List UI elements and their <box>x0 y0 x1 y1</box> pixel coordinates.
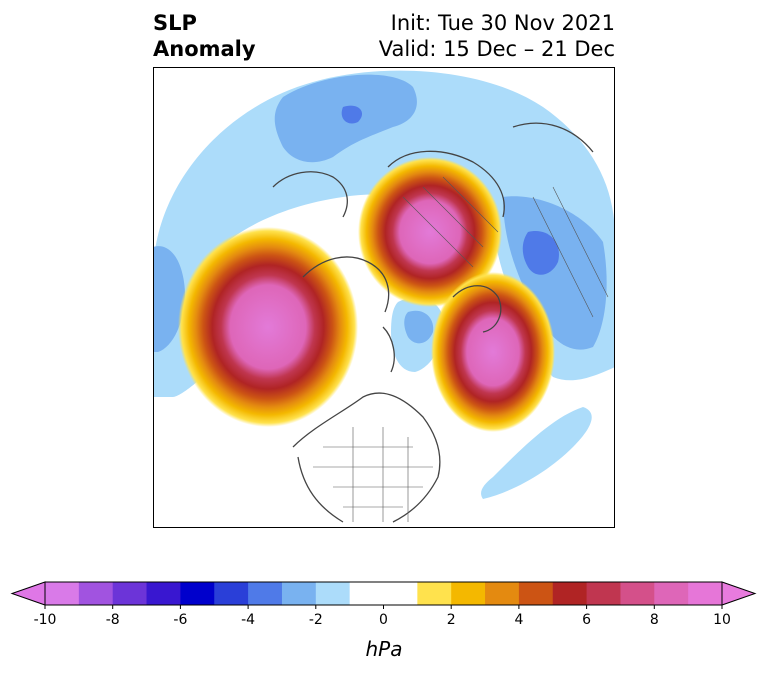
colorbar-tick-label: 6 <box>582 612 591 628</box>
colorbar-bin <box>688 582 723 605</box>
colorbar-tick-label: -6 <box>173 612 187 628</box>
colorbar-bin <box>248 582 283 605</box>
colorbar-bin <box>281 582 317 605</box>
colorbar-ticks: -10 -8 -6 -4 -2 0 2 4 6 8 10 <box>34 605 731 628</box>
colorbar-bin <box>214 582 249 605</box>
colorbar-tick-label: -8 <box>106 612 120 628</box>
field-label: Anomaly <box>153 37 256 61</box>
variable-label: SLP <box>153 11 197 35</box>
colorbar-bin <box>518 582 554 605</box>
init-label: Init: Tue 30 Nov 2021 <box>390 11 615 35</box>
colorbar-bin <box>45 582 80 605</box>
colorbar-bin <box>485 582 520 605</box>
colorbar-unit: hPa <box>366 637 403 661</box>
colorbar-extend-low <box>10 581 46 606</box>
colorbar-tick-label: 10 <box>713 612 731 628</box>
colorbar: -10 -8 -6 -4 -2 0 2 4 6 8 10 hPa <box>10 581 757 661</box>
colorbar-tick-label: -10 <box>34 612 57 628</box>
colorbar-tick-label: -4 <box>241 612 255 628</box>
colorbar-tick-label: 8 <box>650 612 659 628</box>
positive-anomaly-greenland <box>431 272 555 432</box>
colorbar-bin <box>112 582 148 605</box>
colorbar-tick-label: 2 <box>447 612 456 628</box>
positive-anomaly-pacific <box>178 227 358 427</box>
positive-anomaly-barents <box>358 157 502 307</box>
negative-anomaly-europe-core <box>522 231 559 275</box>
colorbar-tick-label: -2 <box>309 612 323 628</box>
map-frame <box>153 67 615 528</box>
colorbar-bin <box>654 582 689 605</box>
colorbar-extend-high <box>721 581 757 606</box>
colorbar-bin <box>315 582 351 605</box>
negative-anomaly-canada-core <box>404 310 434 344</box>
plot-title-left: SLP Anomaly <box>153 10 256 62</box>
negative-anomaly-asia-core <box>341 105 363 124</box>
colorbar-bin <box>552 582 588 605</box>
colorbar-tick-label: 0 <box>379 612 388 628</box>
negative-anomaly-atlantic <box>481 407 592 499</box>
colorbar-bin <box>383 582 418 605</box>
negative-anomaly-pacific-west <box>153 246 185 352</box>
negative-anomaly-outer-ring <box>153 70 615 397</box>
colorbar-tick-label: 4 <box>514 612 523 628</box>
valid-label: Valid: 15 Dec – 21 Dec <box>378 37 615 61</box>
colorbar-bin <box>180 582 215 605</box>
plot-title-right: Init: Tue 30 Nov 2021 Valid: 15 Dec – 21… <box>379 10 615 62</box>
colorbar-bin <box>586 582 621 605</box>
political-borders <box>313 176 609 522</box>
coastlines <box>272 122 594 523</box>
colorbar-bin <box>620 582 655 605</box>
colorbar-bin <box>146 582 181 605</box>
slp-anomaly-map <box>153 67 615 528</box>
colorbar-bin <box>451 582 486 605</box>
colorbar-segments <box>10 581 757 606</box>
colorbar-bin <box>417 582 452 605</box>
colorbar-bin <box>349 582 384 605</box>
colorbar-bin <box>78 582 114 605</box>
